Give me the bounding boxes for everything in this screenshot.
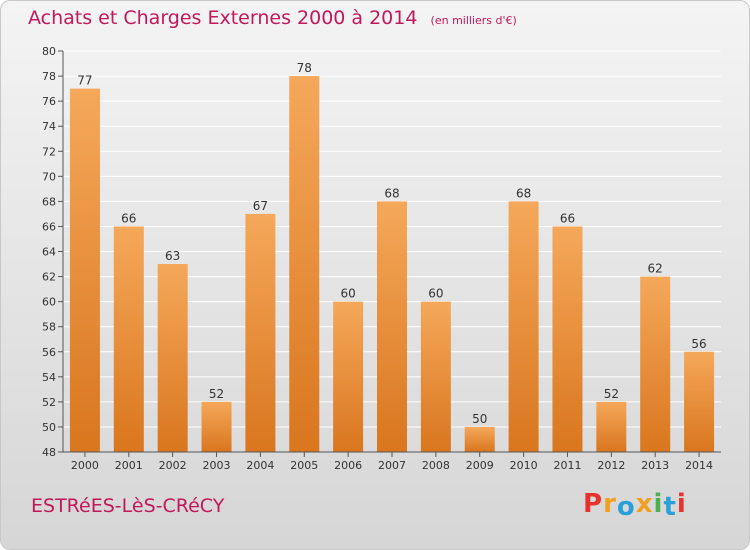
bar-value-label: 62	[648, 262, 663, 276]
bar-value-label: 66	[560, 211, 575, 225]
chart-title-main: Achats et Charges Externes 2000 à 2014	[28, 7, 418, 29]
x-tick-label: 2014	[685, 459, 713, 472]
y-tick-label: 48	[42, 446, 56, 459]
bar-value-label: 68	[516, 186, 531, 200]
bar-value-label: 78	[297, 61, 312, 75]
y-tick-label: 66	[42, 220, 56, 233]
bar-value-label: 68	[384, 186, 399, 200]
bar-2008	[420, 301, 451, 452]
x-tick-label: 2000	[71, 459, 99, 472]
bar-2010	[508, 201, 539, 452]
y-tick-label: 56	[42, 346, 56, 359]
y-tick-label: 80	[42, 45, 56, 58]
x-tick-label: 2009	[466, 459, 494, 472]
logo-letter: P	[583, 489, 604, 519]
bar-2007	[377, 201, 407, 452]
bar-2005	[289, 76, 320, 452]
logo-letter: o	[616, 492, 636, 522]
proxiti-logo: Proxiti	[583, 489, 687, 522]
x-tick-label: 2012	[597, 459, 625, 472]
x-tick-label: 2001	[115, 459, 143, 472]
bar-2014	[684, 351, 715, 452]
logo-letter: i	[676, 489, 687, 519]
logo-letter: i	[653, 489, 664, 519]
bar-value-label: 60	[428, 287, 443, 301]
y-tick-label: 60	[42, 296, 56, 309]
y-tick-label: 70	[42, 170, 56, 183]
y-tick-label: 50	[42, 421, 56, 434]
bar-2003	[201, 401, 232, 452]
chart-title: Achats et Charges Externes 2000 à 2014 (…	[28, 7, 517, 29]
y-tick-label: 68	[42, 195, 56, 208]
x-tick-label: 2004	[246, 459, 274, 472]
bar-value-label: 56	[691, 337, 706, 351]
bar-value-label: 50	[472, 412, 487, 426]
x-tick-label: 2011	[553, 459, 581, 472]
y-tick-label: 74	[42, 120, 56, 133]
bar-2011	[552, 226, 583, 452]
bar-value-label: 60	[340, 287, 355, 301]
bar-2000	[69, 88, 100, 452]
x-tick-label: 2007	[378, 459, 406, 472]
bar-2004	[245, 213, 276, 452]
bar-value-label: 52	[604, 387, 619, 401]
y-tick-label: 76	[42, 95, 56, 108]
bar-value-label: 52	[209, 387, 224, 401]
chart-title-unit: (en milliers d'€)	[430, 14, 517, 27]
bar-2006	[333, 301, 364, 452]
logo-letter: x	[635, 489, 654, 519]
bar-2002	[157, 264, 188, 452]
y-tick-label: 78	[42, 70, 56, 83]
y-tick-label: 52	[42, 396, 56, 409]
commune-name: ESTRéES-LèS-CRéCY	[31, 495, 225, 517]
logo-letter: r	[603, 489, 617, 519]
logo-letter: t	[663, 492, 677, 522]
bar-2009	[464, 426, 495, 452]
y-tick-label: 72	[42, 145, 56, 158]
axes: 48 50 52 54 56 58 60 62 64 66 68 70 72 74 76 78 80 2000 20…	[42, 45, 721, 472]
x-tick-label: 2013	[641, 459, 669, 472]
bar-value-label: 66	[121, 211, 136, 225]
x-tick-label: 2005	[290, 459, 318, 472]
x-tick-label: 2002	[159, 459, 187, 472]
x-tick-label: 2008	[422, 459, 450, 472]
bar-value-label: 67	[253, 199, 268, 213]
bar-2013	[640, 276, 671, 452]
y-tick-label: 64	[42, 246, 56, 259]
bar-value-label: 77	[77, 74, 92, 88]
y-tick-label: 62	[42, 271, 56, 284]
x-tick-label: 2003	[203, 459, 231, 472]
y-tick-label: 58	[42, 321, 56, 334]
x-tick-label: 2010	[510, 459, 538, 472]
x-tick-label: 2006	[334, 459, 362, 472]
bars: 77 66 63 52 67 78 60 68 60 50 68 66 52 62 56	[69, 61, 715, 452]
bar-2001	[113, 226, 144, 452]
bar-2012	[596, 401, 627, 452]
bar-value-label: 63	[165, 249, 180, 263]
y-tick-label: 54	[42, 371, 56, 384]
